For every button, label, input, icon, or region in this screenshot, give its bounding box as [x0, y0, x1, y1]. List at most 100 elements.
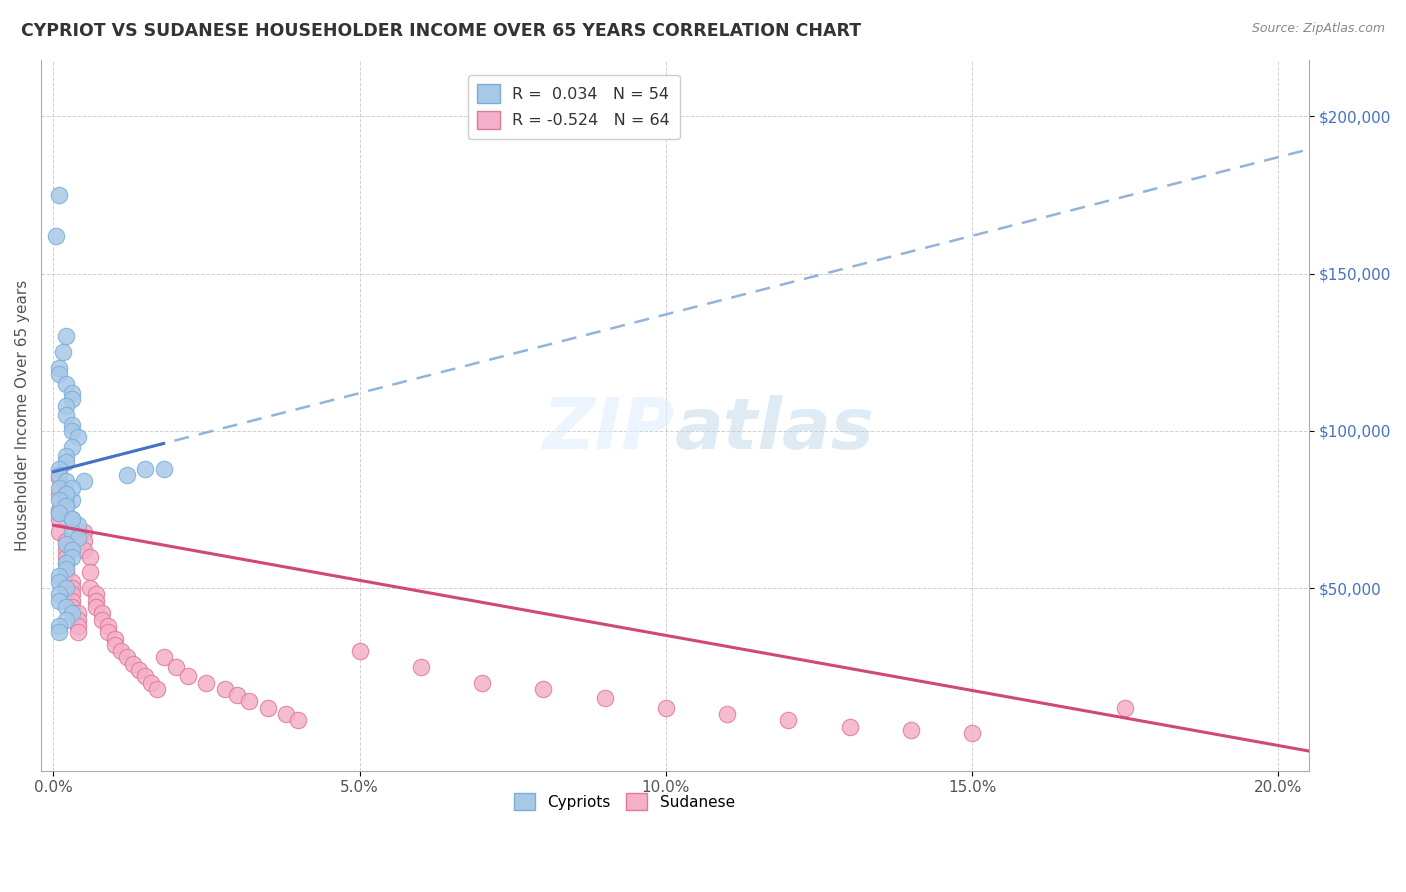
Point: [104, 638, 127, 652]
Point: [55, 376, 77, 391]
Point: [60, 392, 83, 407]
Point: [73, 543, 96, 558]
Point: [716, 707, 738, 722]
Point: [73, 524, 96, 539]
Point: [60, 607, 83, 621]
Point: [60, 493, 83, 508]
Point: [152, 650, 174, 665]
Point: [409, 660, 432, 674]
Point: [48, 506, 70, 520]
Point: [55, 487, 77, 501]
Point: [226, 688, 249, 702]
Point: [91, 607, 114, 621]
Point: [55, 329, 77, 343]
Point: [79, 566, 101, 580]
Point: [960, 726, 983, 740]
Point: [55, 487, 77, 501]
Point: [55, 534, 77, 549]
Point: [195, 675, 218, 690]
Point: [66, 518, 89, 533]
Point: [48, 461, 70, 475]
Point: [104, 632, 127, 646]
Point: [60, 481, 83, 495]
Point: [79, 549, 101, 564]
Text: ZIP: ZIP: [543, 395, 675, 464]
Point: [55, 500, 77, 514]
Point: [110, 644, 132, 658]
Point: [55, 474, 77, 488]
Point: [55, 537, 77, 551]
Point: [91, 613, 114, 627]
Point: [55, 549, 77, 564]
Point: [115, 467, 138, 482]
Point: [60, 512, 83, 526]
Point: [66, 531, 89, 545]
Point: [60, 543, 83, 558]
Point: [48, 467, 70, 482]
Point: [177, 669, 200, 683]
Point: [48, 360, 70, 375]
Point: [60, 549, 83, 564]
Point: [55, 556, 77, 570]
Point: [66, 613, 89, 627]
Point: [60, 594, 83, 608]
Point: [471, 675, 494, 690]
Point: [60, 440, 83, 454]
Point: [128, 663, 150, 677]
Point: [55, 613, 77, 627]
Point: [48, 625, 70, 640]
Point: [55, 543, 77, 558]
Point: [274, 707, 297, 722]
Point: [593, 691, 616, 706]
Point: [48, 368, 70, 382]
Point: [84, 594, 107, 608]
Point: [60, 417, 83, 432]
Point: [60, 600, 83, 615]
Point: [97, 619, 120, 633]
Point: [45, 228, 67, 243]
Point: [55, 581, 77, 595]
Point: [838, 720, 860, 734]
Point: [134, 669, 156, 683]
Point: [48, 524, 70, 539]
Point: [115, 650, 138, 665]
Point: [900, 723, 922, 737]
Point: [60, 581, 83, 595]
Point: [165, 660, 187, 674]
Point: [66, 607, 89, 621]
Point: [84, 600, 107, 615]
Point: [55, 449, 77, 463]
Point: [287, 714, 309, 728]
Point: [55, 455, 77, 469]
Point: [84, 587, 107, 601]
Point: [48, 568, 70, 582]
Point: [122, 657, 145, 671]
Y-axis label: Householder Income Over 65 years: Householder Income Over 65 years: [15, 279, 30, 550]
Point: [134, 461, 156, 475]
Point: [256, 700, 278, 714]
Point: [48, 187, 70, 202]
Point: [146, 681, 169, 696]
Point: [48, 619, 70, 633]
Point: [55, 500, 77, 514]
Point: [55, 600, 77, 615]
Point: [48, 493, 70, 508]
Point: [73, 534, 96, 549]
Point: [60, 386, 83, 401]
Point: [79, 581, 101, 595]
Point: [55, 408, 77, 422]
Point: [655, 700, 678, 714]
Point: [66, 430, 89, 444]
Point: [60, 574, 83, 589]
Point: [152, 461, 174, 475]
Point: [48, 594, 70, 608]
Point: [66, 625, 89, 640]
Point: [55, 566, 77, 580]
Point: [349, 644, 371, 658]
Point: [60, 587, 83, 601]
Point: [48, 502, 70, 516]
Point: [48, 574, 70, 589]
Text: CYPRIOT VS SUDANESE HOUSEHOLDER INCOME OVER 65 YEARS CORRELATION CHART: CYPRIOT VS SUDANESE HOUSEHOLDER INCOME O…: [21, 22, 862, 40]
Point: [48, 512, 70, 526]
Point: [55, 556, 77, 570]
